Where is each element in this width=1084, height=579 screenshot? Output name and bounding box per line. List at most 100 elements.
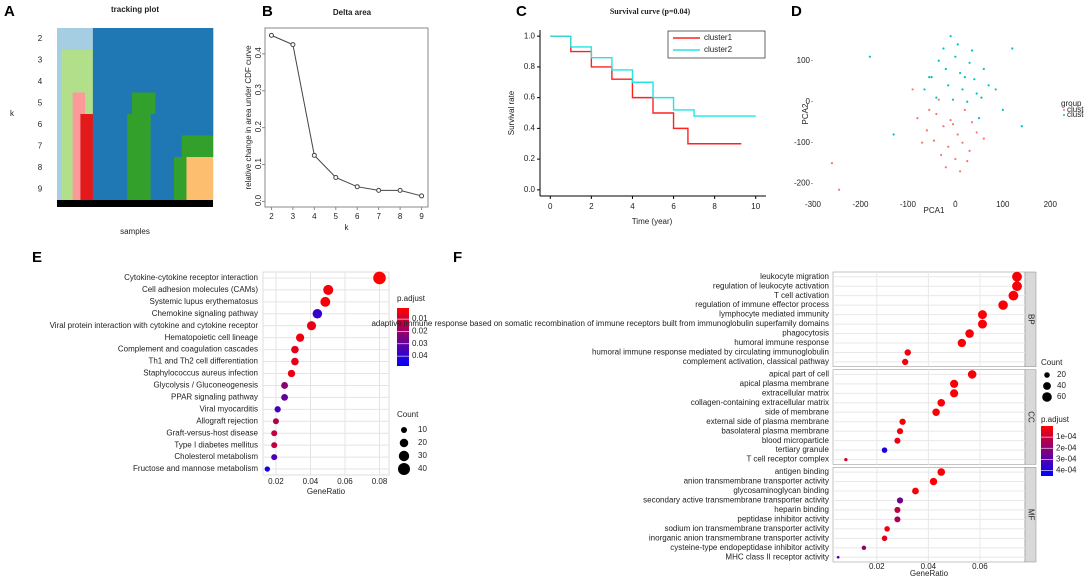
x-tick-label: 4 bbox=[312, 212, 317, 221]
dot bbox=[904, 349, 911, 356]
y-tick-label: 100 bbox=[797, 56, 811, 65]
tracking-segment bbox=[92, 49, 214, 72]
color-tick-label: 3e-04 bbox=[1056, 454, 1077, 463]
y-tick-label: blood microparticle bbox=[762, 436, 830, 445]
delta-point bbox=[376, 187, 382, 193]
y-tick-label: apical part of cell bbox=[769, 370, 829, 379]
scatter-point bbox=[951, 98, 955, 101]
x-tick-label: 2 bbox=[589, 202, 594, 211]
size-legend-label: 20 bbox=[418, 438, 427, 447]
dot bbox=[323, 284, 334, 295]
panel-label: D bbox=[791, 3, 802, 20]
dot bbox=[929, 477, 938, 486]
dot bbox=[967, 370, 977, 379]
y-tick-label: complement activation, classical pathway bbox=[683, 357, 829, 366]
color-tick-label: 0.03 bbox=[412, 339, 428, 348]
y-tick-label: Allograft rejection bbox=[196, 416, 258, 425]
y-tick-label: 0.2 bbox=[524, 154, 536, 163]
y-tick-label: sodium ion transmembrane transporter act… bbox=[664, 524, 829, 533]
scatter-point bbox=[949, 35, 952, 38]
color-bar bbox=[1041, 426, 1053, 476]
scatter-point bbox=[954, 157, 957, 161]
y-tick-label: 0.4 bbox=[254, 47, 263, 59]
y-tick-label: 3 bbox=[38, 55, 43, 64]
tracking-segment bbox=[72, 135, 81, 158]
x-tick-label: -200 bbox=[852, 200, 869, 209]
scatter-point bbox=[930, 76, 933, 79]
tracking-segment bbox=[61, 71, 94, 93]
tracking-segment bbox=[57, 157, 62, 179]
scatter-point bbox=[982, 137, 985, 140]
facet-label: BP bbox=[1026, 314, 1035, 325]
facet-strip bbox=[1024, 369, 1037, 465]
tracking-segment bbox=[57, 71, 62, 93]
dot bbox=[978, 310, 987, 320]
x-tick-label: -100 bbox=[900, 200, 917, 209]
size-legend-title: Count bbox=[1041, 358, 1063, 367]
panel-label: B bbox=[262, 3, 273, 20]
y-tick-label: 4 bbox=[38, 77, 43, 86]
color-tick-label: 2e-04 bbox=[1056, 443, 1077, 452]
size-legend-label: 20 bbox=[1057, 370, 1066, 379]
tracking-segment bbox=[150, 114, 214, 136]
dot bbox=[836, 555, 840, 559]
y-tick-label: 5 bbox=[38, 98, 43, 107]
y-tick-label: 2 bbox=[38, 34, 43, 43]
y-tick-label: anion transmembrane transporter activity bbox=[684, 477, 829, 486]
chart-title: tracking plot bbox=[111, 5, 159, 14]
scatter-point bbox=[987, 84, 990, 87]
y-tick-label: humoral immune response mediated by circ… bbox=[592, 348, 829, 357]
dot bbox=[287, 369, 296, 378]
legend-swatch bbox=[1063, 114, 1065, 116]
color-tick-label: 0.04 bbox=[412, 351, 428, 360]
scatter-point bbox=[951, 123, 955, 126]
scatter-point bbox=[958, 170, 962, 173]
dot bbox=[937, 398, 946, 407]
dot bbox=[881, 535, 888, 542]
dot bbox=[274, 406, 281, 413]
tracking-segment bbox=[72, 178, 81, 201]
y-tick-label: 0.0 bbox=[524, 185, 536, 194]
y-tick-label: Glycolysis / Gluconeogenesis bbox=[154, 381, 259, 390]
delta-point bbox=[290, 42, 296, 48]
x-tick-label: 7 bbox=[376, 212, 381, 221]
y-tick-label: 1.0 bbox=[524, 31, 536, 40]
dot bbox=[881, 447, 888, 453]
dot bbox=[291, 357, 299, 366]
dot bbox=[884, 526, 890, 532]
tracking-segment bbox=[72, 92, 86, 115]
scatter-point bbox=[937, 59, 940, 62]
tracking-segment bbox=[186, 178, 214, 201]
tracking-segment bbox=[92, 135, 128, 158]
plot-frame bbox=[264, 27, 429, 208]
panel-label: A bbox=[4, 3, 15, 20]
tracking-segment bbox=[57, 135, 62, 158]
tracking-segment bbox=[127, 178, 151, 201]
y-tick-label: secondary active transmembrane transport… bbox=[643, 496, 829, 505]
dot bbox=[320, 296, 331, 307]
dot bbox=[861, 545, 867, 551]
size-legend-dot bbox=[1044, 372, 1050, 378]
tracking-segment bbox=[92, 114, 128, 136]
dot bbox=[896, 428, 904, 435]
y-tick-label: inorganic anion transmembrane transporte… bbox=[649, 533, 829, 542]
y-tick-label: phagocytosis bbox=[782, 329, 829, 338]
x-tick-label: 0.04 bbox=[921, 562, 937, 571]
y-tick-label: heparin binding bbox=[774, 505, 829, 514]
tracking-segment bbox=[61, 114, 73, 136]
tracking-segment bbox=[131, 92, 156, 115]
x-tick-label: 9 bbox=[419, 212, 424, 221]
y-tick-label: apical plasma membrane bbox=[740, 379, 830, 388]
tracking-segment bbox=[127, 135, 151, 158]
dot bbox=[1008, 290, 1019, 301]
y-tick-label: cysteine-type endopeptidase inhibitor ac… bbox=[670, 543, 829, 552]
y-tick-label: Cholesterol metabolism bbox=[174, 452, 258, 461]
scatter-point bbox=[968, 149, 971, 152]
x-axis-label: GeneRatio bbox=[307, 487, 346, 496]
legend-label: cluster2 bbox=[1067, 110, 1084, 119]
scatter-point bbox=[1011, 47, 1014, 50]
tracking-segment bbox=[80, 157, 94, 179]
legend-swatch bbox=[1063, 109, 1065, 111]
scatter-point bbox=[961, 88, 964, 91]
